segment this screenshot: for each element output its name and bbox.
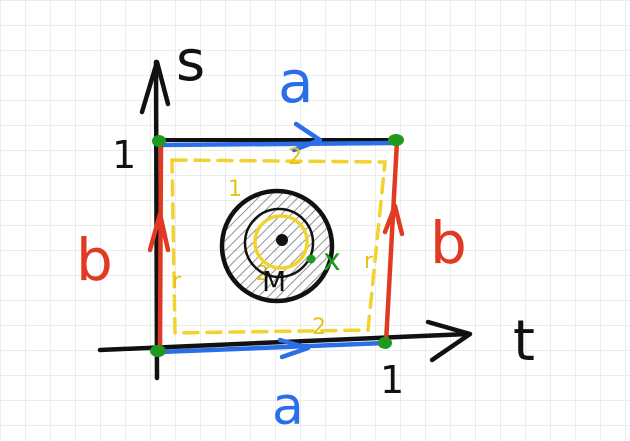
y-tick-label: 1 (112, 133, 136, 177)
x-axis-arrowhead (425, 319, 473, 363)
bottom-edge-a (157, 337, 388, 360)
y-axis-label: s (176, 29, 205, 94)
disk-yellow-loop (253, 214, 309, 270)
inner-label-r-left: r (172, 269, 182, 294)
disk-outer (219, 188, 335, 304)
inner-label-2-top: 2 (288, 145, 302, 170)
right-edge-b (382, 138, 405, 346)
vertex-top-left (152, 135, 166, 147)
y-axis-arrowhead (139, 59, 171, 115)
left-edge-b (147, 139, 171, 353)
x-tick-label: 1 (380, 358, 404, 402)
inner-label-2-bottom: 2 (312, 315, 326, 340)
disk-center-dot (276, 234, 288, 246)
vertex-top-right (388, 134, 404, 146)
disk-label: M (262, 265, 286, 298)
bottom-edge-label: a (272, 377, 304, 437)
base-point-label: x (323, 243, 341, 278)
top-edge-label: a (278, 48, 314, 116)
base-point-dot (306, 254, 316, 264)
vertices (150, 134, 404, 357)
disk-inner-ring (243, 207, 315, 279)
disk-M: M (219, 188, 335, 304)
inner-label-r-right: r (364, 249, 374, 274)
right-edge-label: b (430, 209, 467, 277)
vertex-bottom-right (378, 337, 392, 349)
inner-label-1: 1 (228, 177, 242, 202)
x-axis-label: t (513, 309, 535, 374)
top-edge-a (157, 121, 398, 153)
inner-dashed-loop (170, 158, 387, 335)
vertex-bottom-left (150, 345, 166, 357)
left-edge-label: b (76, 226, 113, 294)
